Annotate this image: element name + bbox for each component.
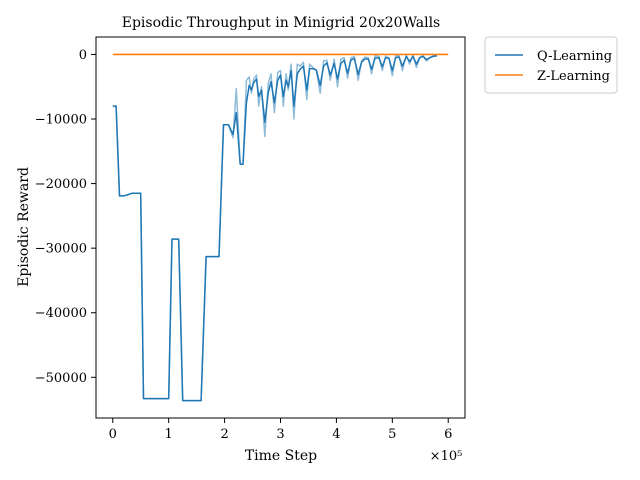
chart-title: Episodic Throughput in Minigrid 20x20Wal… (122, 15, 441, 31)
y-tick-label: −30000 (35, 242, 87, 257)
x-tick-label: 3 (276, 427, 284, 442)
x-tick-label: 6 (444, 427, 452, 442)
legend: Q-Learning Z-Learning (484, 36, 618, 94)
y-tick-label: −10000 (35, 113, 87, 128)
y-axis: 0 −10000 −20000 −30000 −40000 −50000 (35, 48, 96, 386)
series-layer (112, 53, 449, 402)
axes-frame (95, 36, 466, 419)
series-line-q-learning (112, 54, 438, 402)
legend-box (484, 36, 618, 94)
x-axis-multiplier: ×10⁵ (430, 449, 463, 464)
x-tick-label: 0 (109, 427, 117, 442)
x-tick-label: 1 (165, 427, 173, 442)
x-axis-label: Time Step (245, 448, 317, 464)
series-line-q-learning-raw (112, 54, 438, 402)
y-tick-label: −40000 (35, 306, 87, 321)
x-tick-label: 5 (388, 427, 396, 442)
y-tick-label: −50000 (35, 371, 87, 386)
y-tick-label: −20000 (35, 177, 87, 192)
x-tick-label: 4 (332, 427, 340, 442)
y-tick-label: 0 (79, 48, 87, 63)
x-tick-label: 2 (220, 427, 228, 442)
legend-label-q-learning: Q-Learning (537, 49, 612, 64)
plot-area (95, 36, 466, 419)
legend-label-z-learning: Z-Learning (537, 69, 610, 84)
y-axis-label: Episodic Reward (16, 167, 32, 287)
x-axis: 0 1 2 3 4 5 6 (109, 418, 452, 442)
